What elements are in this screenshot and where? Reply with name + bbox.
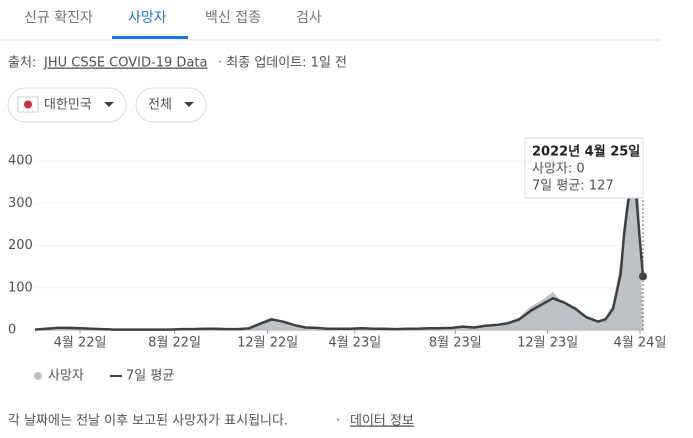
tab[interactable]: 검사: [296, 10, 322, 26]
tooltip-daily: 사망자: 0: [532, 162, 585, 177]
filter-label[interactable]: 대한민국: [44, 98, 92, 113]
x-tick-label: 8월 23일: [429, 336, 482, 351]
footer-sep: ·: [336, 414, 340, 429]
tab[interactable]: 사망자: [128, 10, 167, 26]
hover-dot: [639, 272, 647, 281]
y-tick-label: 400: [8, 154, 33, 169]
dropdown-arrow: [184, 102, 194, 107]
x-tick-label: 12월 23일: [517, 336, 578, 351]
filter-label[interactable]: 전체: [148, 98, 172, 113]
tab[interactable]: 백신 접종: [205, 10, 261, 26]
tooltip-date: 2022년 4월 25일: [532, 144, 640, 160]
y-tick-label: 300: [8, 196, 33, 211]
tab[interactable]: 신규 확진자: [24, 10, 93, 26]
y-tick-label: 100: [8, 280, 33, 295]
dropdown-arrow: [104, 102, 114, 107]
source-link[interactable]: JHU CSSE COVID-19 Data: [43, 56, 207, 71]
tab-underline: [112, 36, 188, 39]
filter-button[interactable]: [135, 87, 207, 123]
tooltip: [524, 137, 644, 199]
x-tick-label: 4월 23일: [328, 336, 381, 351]
source-suffix: · 최종 업데이트: 1일 전: [218, 56, 347, 71]
legend-dot: [34, 372, 42, 380]
flag-mark: [24, 100, 32, 109]
footer-note: 각 날짜에는 전날 이후 보고된 사망자가 표시됩니다.: [8, 414, 288, 429]
footer-link[interactable]: 데이터 정보: [350, 414, 414, 429]
y-tick-label: 200: [8, 238, 33, 253]
x-tick-label: 12월 22일: [237, 336, 298, 351]
legend-label: 7일 평균: [126, 369, 174, 384]
legend-label: 사망자: [48, 369, 84, 384]
x-tick-label: 8월 22일: [148, 336, 201, 351]
avg-line: [34, 180, 645, 331]
source-prefix: 출처:: [8, 56, 36, 71]
x-tick-label: 4월 22일: [54, 336, 107, 351]
tooltip-avg: 7일 평균: 127: [532, 179, 614, 194]
x-tick-label: 4월 24일: [614, 336, 667, 351]
y-tick-label: 0: [8, 323, 16, 338]
